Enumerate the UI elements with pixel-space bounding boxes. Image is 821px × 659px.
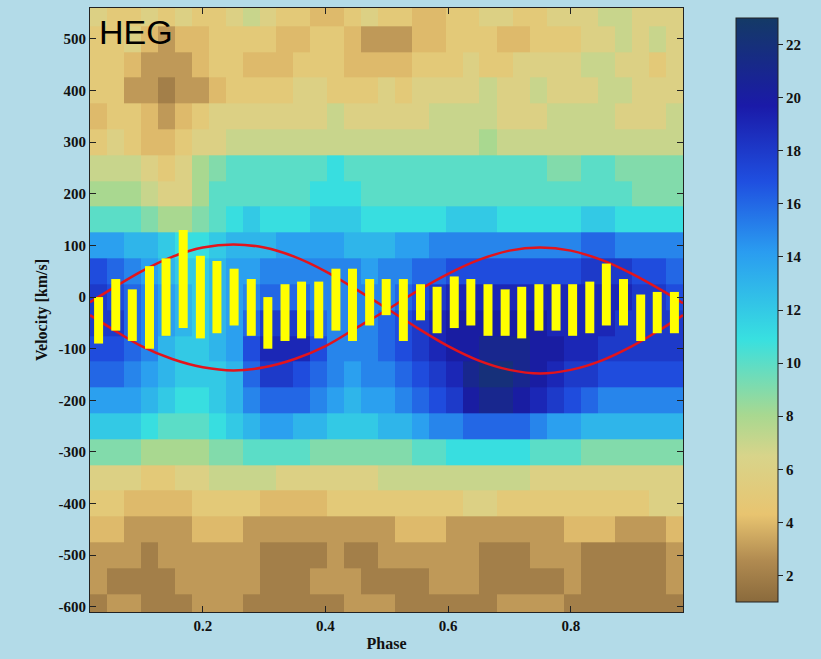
svg-text:400: 400 xyxy=(64,83,87,99)
svg-text:-200: -200 xyxy=(59,393,87,409)
svg-text:-600: -600 xyxy=(59,599,87,615)
svg-text:200: 200 xyxy=(64,186,87,202)
svg-text:20: 20 xyxy=(786,90,801,106)
svg-text:-100: -100 xyxy=(59,341,87,357)
svg-text:14: 14 xyxy=(786,249,802,265)
svg-text:0.4: 0.4 xyxy=(316,618,335,634)
svg-text:0.2: 0.2 xyxy=(193,618,212,634)
svg-text:0.8: 0.8 xyxy=(561,618,580,634)
svg-text:300: 300 xyxy=(64,134,87,150)
svg-text:10: 10 xyxy=(786,355,801,371)
svg-text:500: 500 xyxy=(64,31,87,47)
svg-text:-500: -500 xyxy=(59,547,87,563)
svg-text:6: 6 xyxy=(786,462,794,478)
svg-text:16: 16 xyxy=(786,196,802,212)
svg-text:2: 2 xyxy=(786,568,794,584)
svg-text:22: 22 xyxy=(786,37,801,53)
svg-text:12: 12 xyxy=(786,302,801,318)
svg-text:4: 4 xyxy=(786,515,794,531)
svg-text:-300: -300 xyxy=(59,444,87,460)
svg-text:0.6: 0.6 xyxy=(439,618,458,634)
svg-text:100: 100 xyxy=(64,238,87,254)
svg-text:-400: -400 xyxy=(59,496,87,512)
svg-text:Velocity [km/s]: Velocity [km/s] xyxy=(33,259,51,361)
svg-text:18: 18 xyxy=(786,143,801,159)
svg-text:8: 8 xyxy=(786,408,794,424)
svg-text:Phase: Phase xyxy=(367,635,407,652)
svg-text:HEG: HEG xyxy=(99,13,173,51)
svg-text:0: 0 xyxy=(79,289,87,305)
